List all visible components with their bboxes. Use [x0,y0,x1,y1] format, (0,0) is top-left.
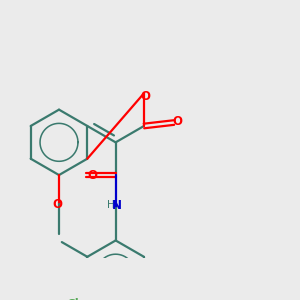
Text: H: H [106,200,114,211]
Text: O: O [140,91,150,103]
Text: O: O [172,116,182,128]
Text: Cl: Cl [66,298,79,300]
Text: N: N [112,199,122,212]
Text: O: O [88,169,98,182]
Text: O: O [52,198,63,211]
